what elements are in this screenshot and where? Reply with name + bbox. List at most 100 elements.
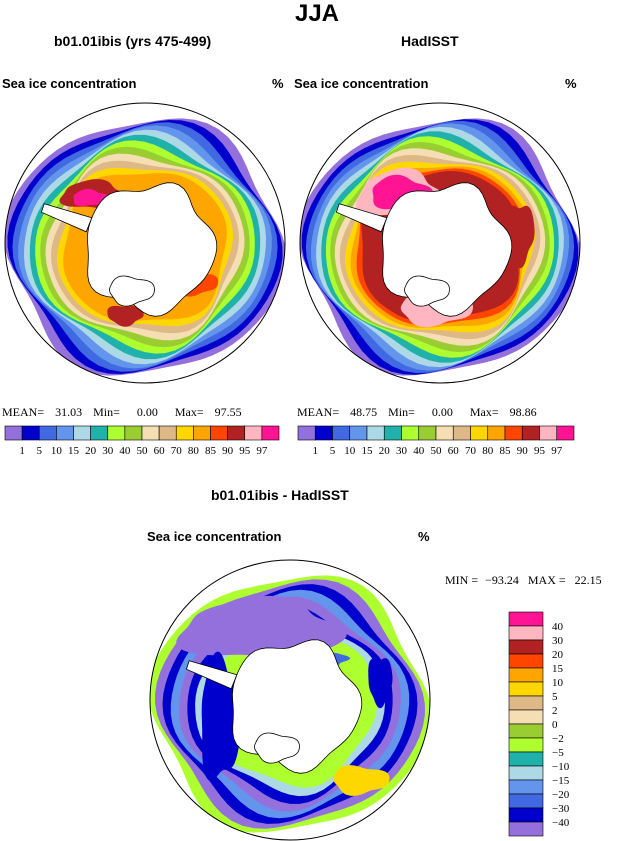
max-value: 97.55 [214,405,242,419]
colorbar-diff-swatch [508,625,544,641]
map-model-map-boundary [4,102,286,384]
panel-diff-units: % [418,529,430,544]
panel-obs-variable: Sea ice concentration [294,76,429,91]
colorbar-model-swatch [158,425,177,441]
colorbar-model-swatch [4,425,23,441]
colorbar-model-tick-label: 95 [239,445,251,457]
max-label: Max= [469,405,499,419]
colorbar-diff-tick-label: 30 [552,635,564,647]
colorbar-obs-swatch [556,425,575,441]
colorbar-obs-swatch [418,425,437,441]
colorbar-diff-tick-label: −2 [552,733,564,745]
colorbar-model-swatch [107,425,126,441]
colorbar-diff-swatch [508,653,544,669]
map-obs-hotspot [506,205,535,269]
colorbar-diff-swatch [508,779,544,795]
colorbar-obs-tick-label: 20 [379,445,391,457]
colorbar-obs-tick-label: 50 [431,445,443,457]
colorbar-obs-swatch [539,425,558,441]
colorbar-model-swatch [38,425,57,441]
mean-value: 31.03 [55,405,83,419]
colorbar-model-swatch [141,425,160,441]
colorbar-model-tick-label: 10 [51,445,63,457]
colorbar-obs-tick-label: 60 [448,445,460,457]
panel-model-variable: Sea ice concentration [2,76,137,91]
colorbar-obs-swatch [383,425,402,441]
colorbar-obs-swatch [297,425,316,441]
colorbar-obs-tick-label: 10 [344,445,356,457]
colorbar-diff-swatch [508,765,544,781]
colorbar-obs-swatch [487,425,506,441]
colorbar-obs-tick-label: 97 [551,445,563,457]
colorbar-obs-swatch [366,425,385,441]
min-label: Min= [388,405,415,419]
mean-value: 48.75 [350,405,378,419]
colorbar-diff-swatch [508,639,544,655]
colorbar-model-tick-label: 30 [102,445,114,457]
colorbar-model-tick-label: 90 [222,445,234,457]
colorbar-model-tick-label: 1 [19,445,25,457]
colorbar-model-tick-label: 70 [171,445,183,457]
colorbar-model-swatch [90,425,109,441]
map-model-peninsula [40,203,93,233]
colorbar-obs-tick-label: 95 [534,445,546,457]
colorbar-diff-tick-label: 15 [552,663,564,675]
colorbar-obs-tick-label: 70 [465,445,477,457]
colorbar-obs-swatch [470,425,489,441]
colorbar-model-tick-label: 80 [188,445,200,457]
min-label: MIN = [445,573,479,587]
max-label: MAX = [527,573,566,587]
colorbar-obs-swatch [401,425,420,441]
colorbar-model-swatch [73,425,91,441]
min-value: 0.00 [136,405,158,419]
map-model-hotspot [107,305,144,327]
colorbar-diff-tick-label: 0 [552,719,558,731]
map-obs-ross-ice-shelf [404,275,450,307]
colorbar-model-swatch [56,425,74,441]
colorbar-diff-swatch [508,667,544,683]
map-diff-hotspot [368,658,393,709]
colorbar-diff-tick-label: 20 [552,649,564,661]
colorbar-model-swatch [175,425,194,441]
figure-title: JJA [294,0,340,27]
colorbar-diff-tick-label: −10 [552,761,570,773]
colorbar-obs-swatch [349,425,368,441]
colorbar-model-swatch [210,425,228,441]
colorbar-model-swatch [193,425,211,441]
colorbar-diff-tick-label: −20 [552,789,570,801]
panel-diff-stats: MIN = −93.24 MAX = 22.15 [445,573,602,588]
colorbar-diff-tick-label: −40 [552,817,570,829]
panel-diff-variable: Sea ice concentration [147,529,282,544]
colorbar-obs-tick-label: 80 [482,445,494,457]
colorbar-obs-tick-label: 85 [500,445,512,457]
colorbar-diff-swatch [508,737,544,753]
colorbar-diff-swatch [508,611,544,627]
map-obs [299,102,581,384]
panel-diff-title: b01.01ibis - HadISST [211,487,349,503]
colorbar-diff-tick-label: −5 [552,747,564,759]
colorbar-diff-tick-label: 10 [552,677,564,689]
colorbar-model-swatch [227,425,246,441]
map-diff-peninsula [185,660,238,690]
min-value: −93.24 [485,573,519,587]
colorbar-obs-tick-label: 15 [362,445,374,457]
colorbar-model-tick-label: 20 [85,445,97,457]
colorbar-obs-swatch [452,425,471,441]
map-model-ross-ice-shelf [109,275,155,307]
colorbar-obs-tick-label: 40 [413,445,425,457]
max-value: 98.86 [509,405,537,419]
colorbar-diff-tick-label: 40 [552,621,564,633]
panel-model-stats: MEAN= 31.03 Min= 0.00 Max= 97.55 [2,405,242,420]
colorbar-model-swatch [261,425,280,441]
colorbar-diff-swatch [508,793,544,809]
colorbar-obs-swatch [435,425,454,441]
colorbar-diff-tick-label: 2 [552,705,558,717]
colorbar-model-swatch [21,425,40,441]
colorbar-obs-swatch [521,425,540,441]
max-label: Max= [174,405,204,419]
panel-model-units: % [272,76,284,91]
colorbar-model-tick-label: 5 [37,445,43,457]
colorbar-diff-tick-label: 5 [552,691,558,703]
colorbar-model-tick-label: 40 [119,445,131,457]
